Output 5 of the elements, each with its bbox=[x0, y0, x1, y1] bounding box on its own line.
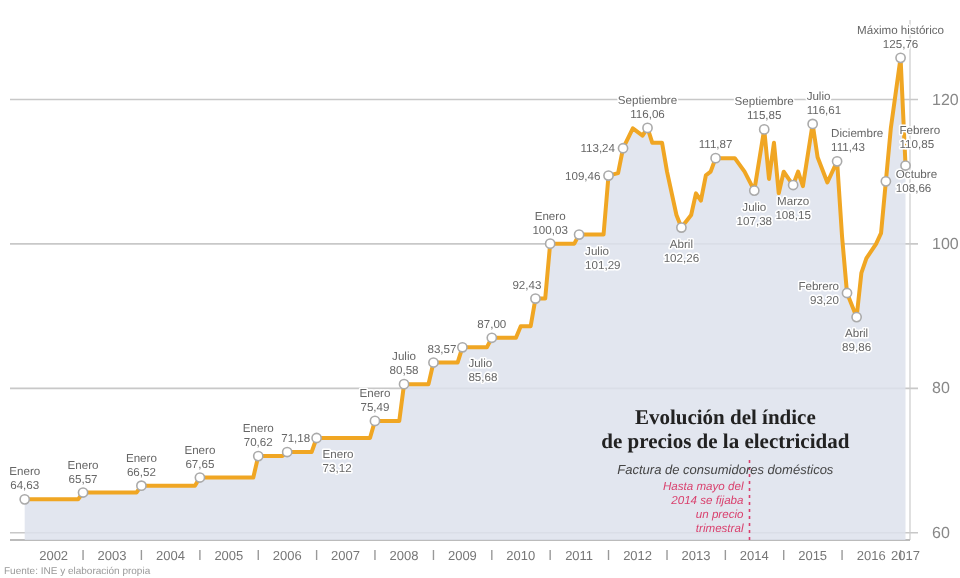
y-tick-label: 100 bbox=[932, 235, 960, 254]
y-tick-label: 120 bbox=[932, 90, 960, 109]
y-tick-label: 80 bbox=[932, 379, 951, 398]
y-tick-label: 60 bbox=[932, 523, 951, 542]
text: Evolución del índice de precios de la electricidad bbox=[601, 408, 850, 454]
